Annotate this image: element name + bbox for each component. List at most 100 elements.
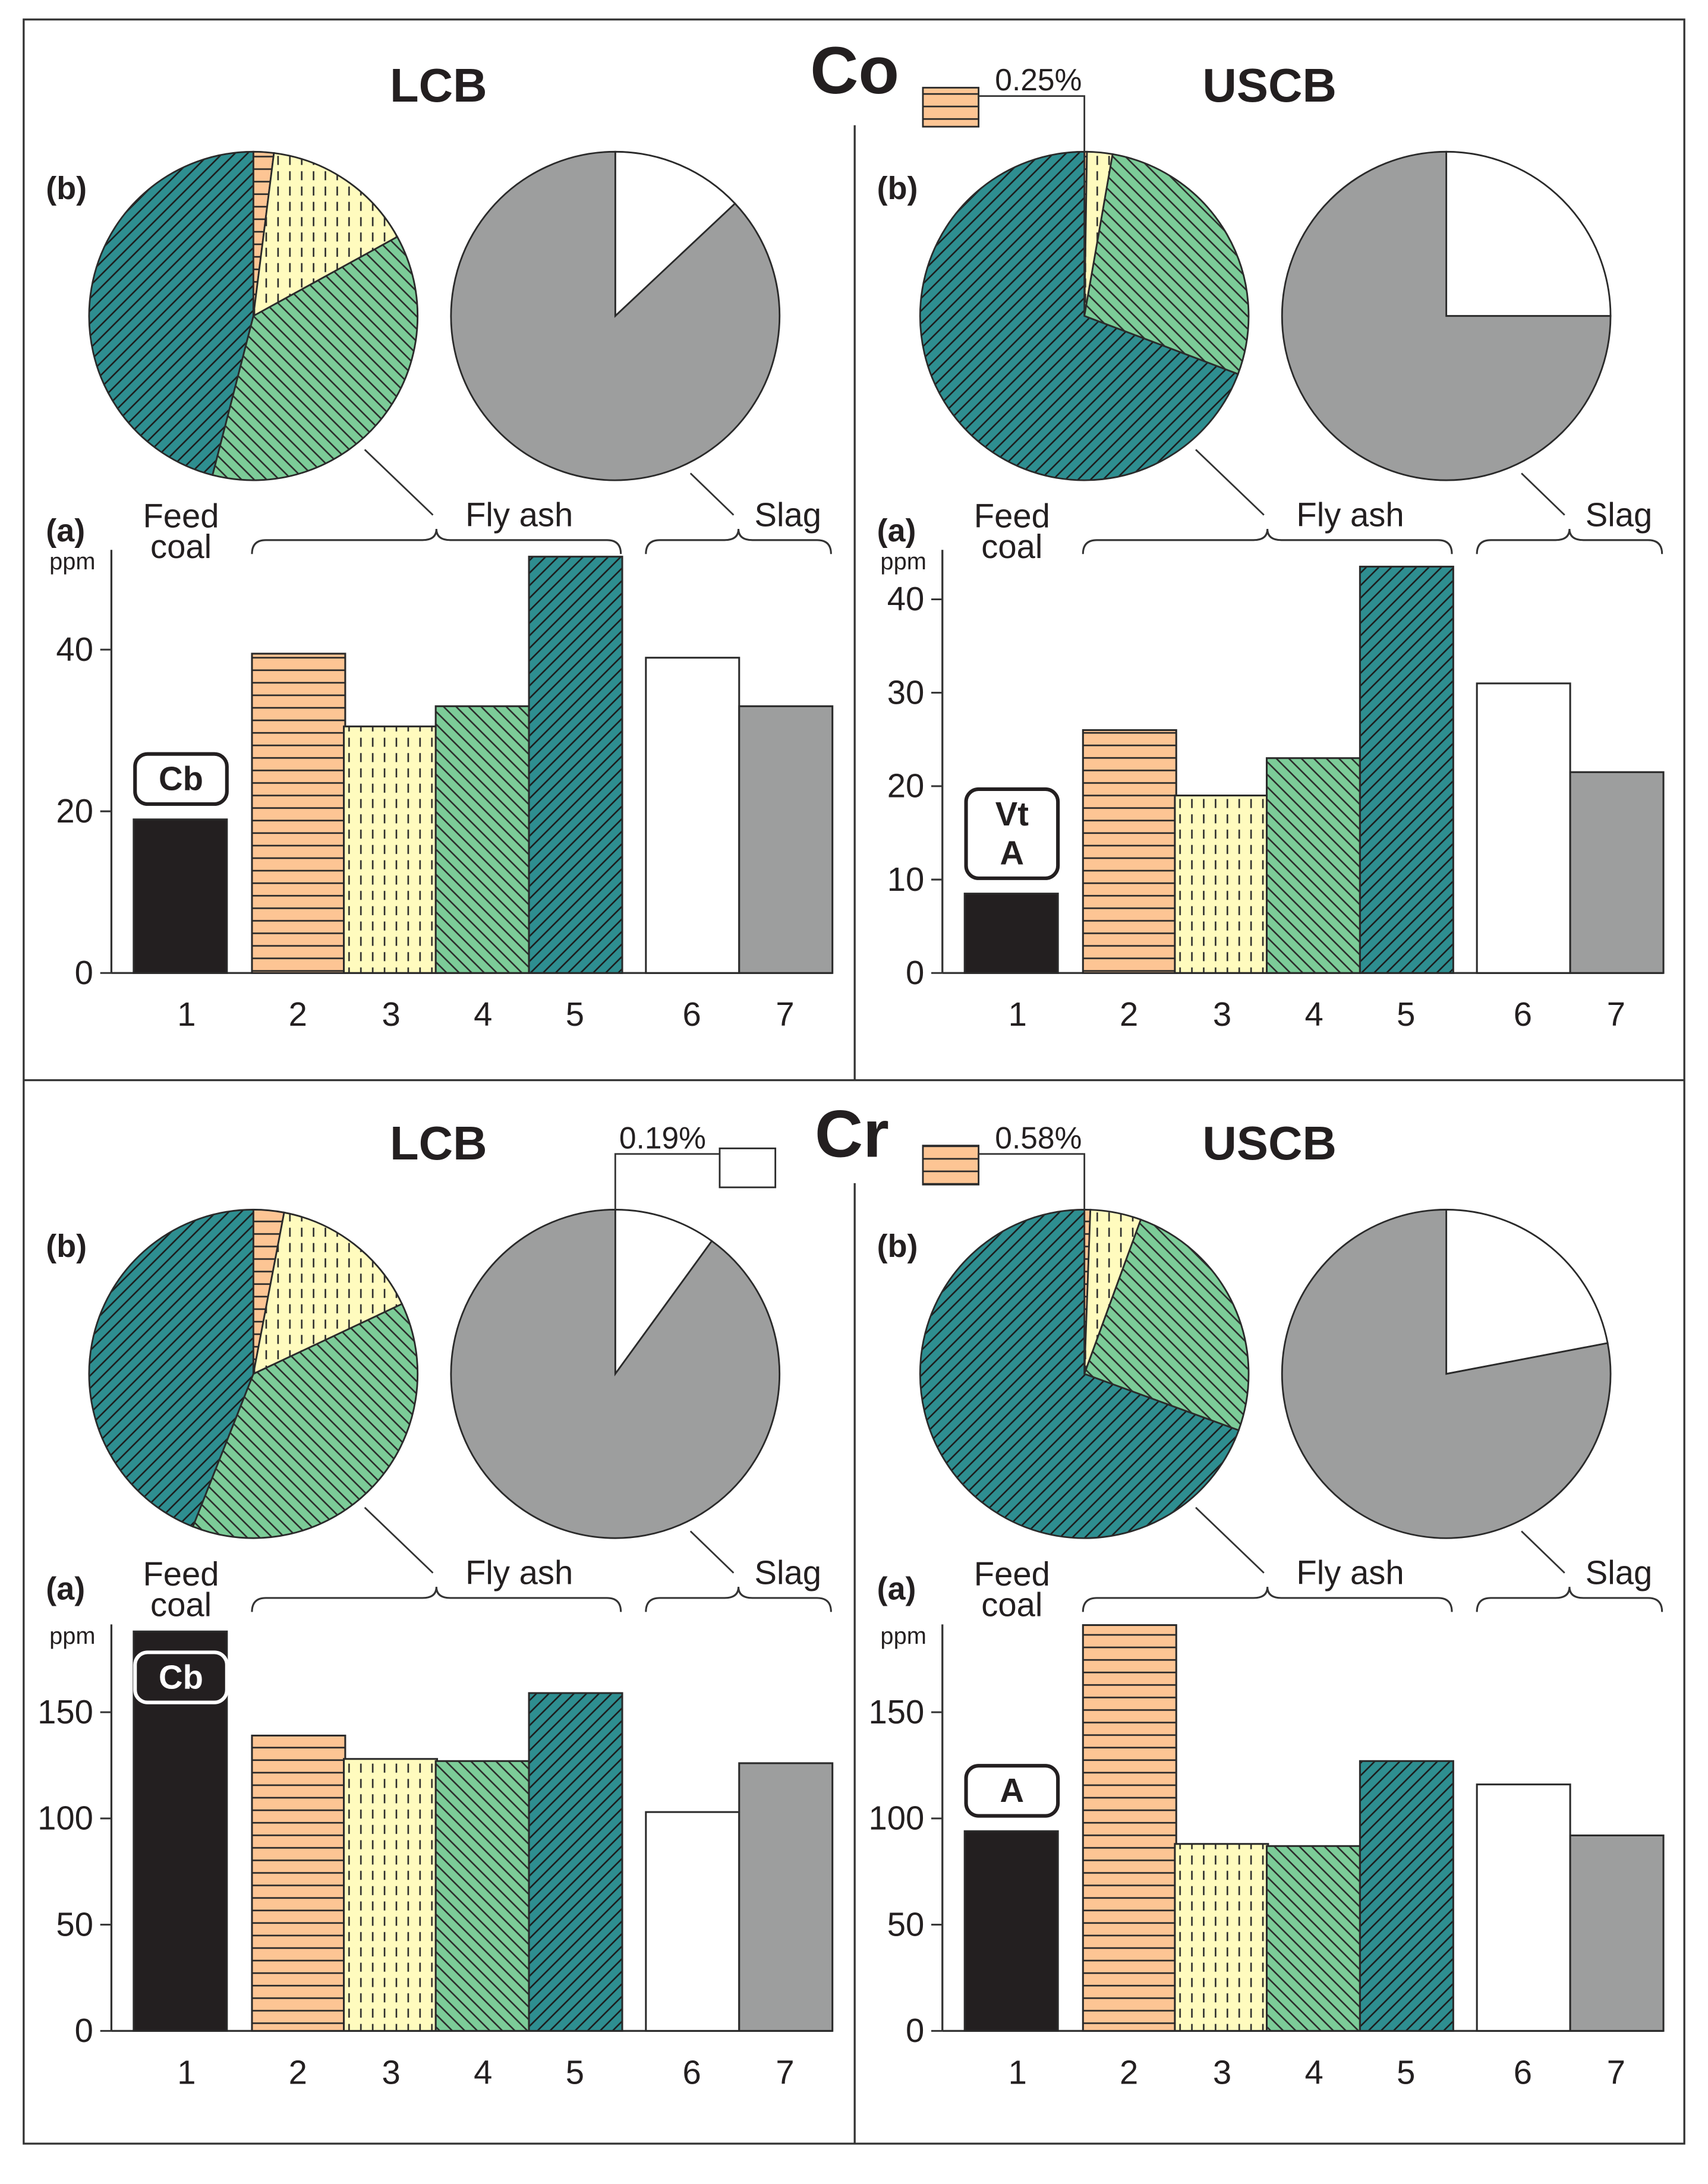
bar-sample-6 <box>645 1811 740 2032</box>
bar-sample-1 <box>133 818 228 974</box>
group-bracket <box>645 528 832 554</box>
x-tick-label: 7 <box>776 995 794 1033</box>
bar-sample-2 <box>1082 1624 1177 2032</box>
y-tick-label: 20 <box>56 792 93 830</box>
group-bracket <box>1082 528 1453 554</box>
feed-coal-label: Feed <box>143 497 219 535</box>
bar-sample-5 <box>1359 1760 1454 2032</box>
fly-ash-label: Fly ash <box>1296 496 1404 533</box>
y-tick-label: 30 <box>887 673 925 711</box>
callout-swatch <box>922 1145 980 1186</box>
fly-ash-label: Fly ash <box>465 496 573 533</box>
annotation-text: A <box>1000 1772 1025 1809</box>
bar-sample-4 <box>1265 757 1361 974</box>
annotation-badge <box>964 1764 1060 1818</box>
flyash-pie-slice-5 <box>88 1209 254 1528</box>
slag-pie-slice-6 <box>1445 1209 1609 1375</box>
x-tick-label: 5 <box>1397 995 1415 1033</box>
annotation-badge <box>133 752 229 806</box>
bar-sample-4 <box>434 1760 530 2032</box>
slag-label: Slag <box>1586 1553 1653 1591</box>
x-tick-label: 6 <box>682 2053 701 2091</box>
y-tick-label: 10 <box>887 861 925 898</box>
x-tick-label: 4 <box>474 995 492 1033</box>
slag-pie-slice-6 <box>614 1209 713 1377</box>
group-bracket <box>645 1587 832 1612</box>
x-tick-label: 4 <box>1304 995 1323 1033</box>
callout-percent: 0.58% <box>995 1120 1082 1155</box>
y-tick-label: 40 <box>887 580 925 617</box>
group-bracket <box>1476 1587 1663 1612</box>
flyash-pie-slice-3 <box>252 152 399 318</box>
pie-panel-tag: (b) <box>46 1228 87 1264</box>
bar-sample-4 <box>1265 1845 1361 2032</box>
feed-coal-label: coal <box>981 1586 1042 1623</box>
flyash-pie-slice-5 <box>919 150 1240 481</box>
basin-title: USCB <box>1202 1117 1337 1170</box>
x-tick-label: 2 <box>289 2053 307 2091</box>
x-tick-label: 1 <box>1009 995 1027 1033</box>
x-tick-label: 7 <box>1607 995 1625 1033</box>
bar-sample-4 <box>434 705 530 974</box>
y-tick-label: 0 <box>75 954 93 991</box>
basin-title: LCB <box>390 1117 487 1170</box>
x-tick-label: 3 <box>1213 995 1231 1033</box>
bar-sample-5 <box>1359 565 1454 974</box>
y-tick-label: 150 <box>869 1693 925 1731</box>
x-tick-label: 7 <box>1607 2053 1625 2091</box>
element-title-cr: Cr <box>815 1096 889 1171</box>
bar-sample-3 <box>343 1758 439 2032</box>
group-bracket <box>1082 1587 1453 1612</box>
callout-swatch <box>922 87 980 128</box>
x-tick-label: 3 <box>382 995 401 1033</box>
bar-sample-7 <box>738 1762 834 2032</box>
y-tick-label: 150 <box>37 1693 93 1731</box>
flyash-pie-slice-5 <box>919 1209 1240 1539</box>
y-tick-label: 0 <box>906 2012 924 2049</box>
flyash-leader-line <box>1195 1507 1265 1574</box>
slag-leader-line <box>1521 472 1565 516</box>
x-tick-label: 2 <box>289 995 307 1033</box>
bar-panel-tag: (a) <box>46 1571 85 1606</box>
x-tick-label: 3 <box>382 2053 401 2091</box>
fly-ash-label: Fly ash <box>1296 1553 1404 1591</box>
x-tick-label: 4 <box>1304 2053 1323 2091</box>
bar-sample-3 <box>343 725 439 974</box>
bar-sample-5 <box>528 1692 623 2032</box>
bar-sample-3 <box>1174 1843 1269 2032</box>
x-tick-label: 5 <box>1397 2053 1415 2091</box>
flyash-pie-slice-4 <box>1083 1218 1250 1432</box>
bar-sample-7 <box>738 705 834 974</box>
flyash-leader-line <box>1195 449 1265 516</box>
callout-leader-line <box>614 1153 720 1210</box>
x-tick-label: 2 <box>1120 995 1138 1033</box>
feed-coal-label: Feed <box>143 1555 219 1593</box>
x-tick-label: 4 <box>474 2053 492 2091</box>
slag-pie-slice-7 <box>1281 1209 1612 1539</box>
x-tick-label: 1 <box>1009 2053 1027 2091</box>
bar-sample-3 <box>1174 795 1269 974</box>
slag-pie-slice-7 <box>1281 150 1612 481</box>
pie-panel-tag: (b) <box>46 171 87 206</box>
feed-coal-label: Feed <box>974 1555 1050 1593</box>
y-tick-label: 50 <box>56 1905 93 1943</box>
flyash-pie-slice-3 <box>252 1211 404 1376</box>
slag-label: Slag <box>754 496 821 533</box>
feed-coal-label: coal <box>150 528 212 565</box>
y-axis-unit: ppm <box>880 549 926 575</box>
y-tick-label: 50 <box>887 1905 925 1943</box>
feed-coal-label: coal <box>150 1586 212 1623</box>
flyash-pie-slice-4 <box>211 235 419 481</box>
slag-leader-line <box>1521 1530 1565 1574</box>
bar-sample-2 <box>251 1734 346 2032</box>
slag-pie-slice-6 <box>1445 150 1612 317</box>
slag-label: Slag <box>1586 496 1653 533</box>
y-axis-unit: ppm <box>49 1623 95 1649</box>
y-tick-label: 20 <box>887 767 925 805</box>
y-tick-label: 100 <box>37 1799 93 1837</box>
x-tick-label: 5 <box>566 995 584 1033</box>
